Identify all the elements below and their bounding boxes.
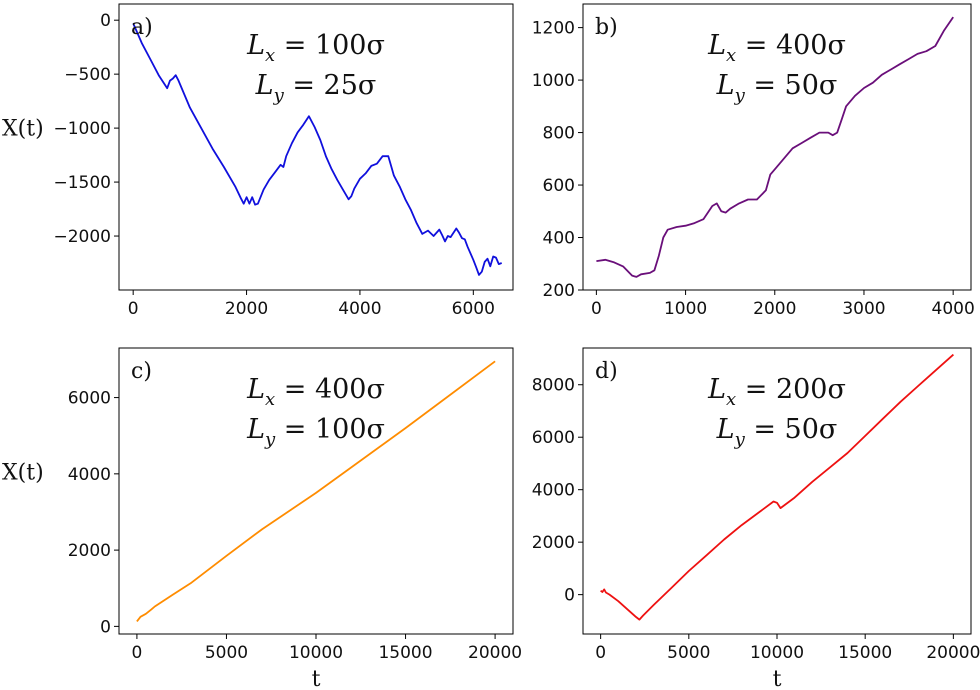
y-tick-label: 2000 (532, 533, 575, 553)
panel-c: 0 5000 10000 15000 20000 0 2000 4000 6000 c) Lx = … (2, 347, 522, 690)
x-tick-label: 15000 (838, 643, 892, 663)
y-tick-label: 0 (564, 586, 575, 606)
y-tick-label: 2000 (68, 541, 111, 561)
x-tick-label: 5000 (205, 643, 248, 663)
y-tick-label: 6000 (532, 428, 575, 448)
panel-label: c) (131, 359, 152, 384)
param-lx: Lx = 400σ (707, 30, 846, 66)
x-tick-label: 10000 (289, 643, 343, 663)
x-tick-label: 1000 (664, 299, 707, 319)
y-axis-label: X(t) (2, 117, 44, 142)
series-line (136, 360, 496, 622)
y-tick-label: −500 (64, 65, 111, 85)
y-tick-label: −1500 (53, 173, 111, 193)
series-line (596, 16, 954, 278)
x-tick-label: 0 (591, 299, 602, 319)
x-tick-label: 3000 (842, 299, 885, 319)
y-axis-label: X(t) (2, 461, 44, 486)
y-tick-label: −1000 (53, 119, 111, 139)
y-tick-label: 0 (100, 11, 111, 31)
param-lx: Lx = 400σ (246, 374, 385, 410)
axes-frame (582, 3, 972, 291)
x-tick-label: 6000 (452, 299, 495, 319)
param-ly: Ly = 50σ (716, 414, 838, 450)
panel-label: b) (595, 15, 618, 40)
y-tick-label: 1200 (532, 19, 575, 39)
y-tick-label: 1000 (532, 71, 575, 91)
x-tick-label: 4000 (338, 299, 381, 319)
x-tick-label: 20000 (468, 643, 522, 663)
param-ly: Ly = 100σ (246, 414, 385, 450)
y-tick-label: 4000 (68, 465, 111, 485)
panel-label: a) (131, 15, 153, 40)
x-axis-label: t (312, 667, 321, 690)
x-axis-label: t (773, 667, 782, 690)
series-line (600, 353, 954, 621)
y-tick-label: 4000 (532, 481, 575, 501)
series-line (132, 23, 503, 276)
y-tick-label: −2000 (53, 227, 111, 247)
x-tick-label: 4000 (932, 299, 975, 319)
panel-label: d) (595, 359, 618, 384)
y-tick-label: 600 (543, 176, 575, 196)
y-tick-label: 800 (543, 124, 575, 144)
y-tick-label: 200 (543, 281, 575, 301)
x-tick-label: 15000 (378, 643, 432, 663)
x-tick-label: 2000 (225, 299, 268, 319)
param-lx: Lx = 100σ (246, 30, 385, 66)
x-tick-label: 0 (131, 643, 142, 663)
param-ly: Ly = 25σ (255, 70, 377, 106)
y-tick-label: 8000 (532, 376, 575, 396)
param-lx: Lx = 200σ (707, 374, 846, 410)
y-tick-label: 400 (543, 229, 575, 249)
panel-a: 0 2000 4000 6000 0 −500 −1000 −1500 −2000 a) Lx = … (2, 3, 514, 319)
y-tick-label: 0 (100, 617, 111, 637)
x-tick-label: 5000 (667, 643, 710, 663)
panel-b: 0 1000 2000 3000 4000 200 400 600 800 1000 1200 b) L… (532, 3, 975, 319)
x-tick-label: 2000 (753, 299, 796, 319)
param-ly: Ly = 50σ (716, 70, 838, 106)
panel-d: 0 5000 10000 15000 20000 0 2000 4000 6000 8000 d) L… (532, 347, 980, 690)
x-tick-label: 20000 (926, 643, 980, 663)
x-tick-label: 10000 (750, 643, 804, 663)
y-tick-label: 6000 (68, 389, 111, 409)
x-tick-label: 0 (128, 299, 139, 319)
x-tick-label: 0 (595, 643, 606, 663)
axes-frame (118, 3, 514, 291)
